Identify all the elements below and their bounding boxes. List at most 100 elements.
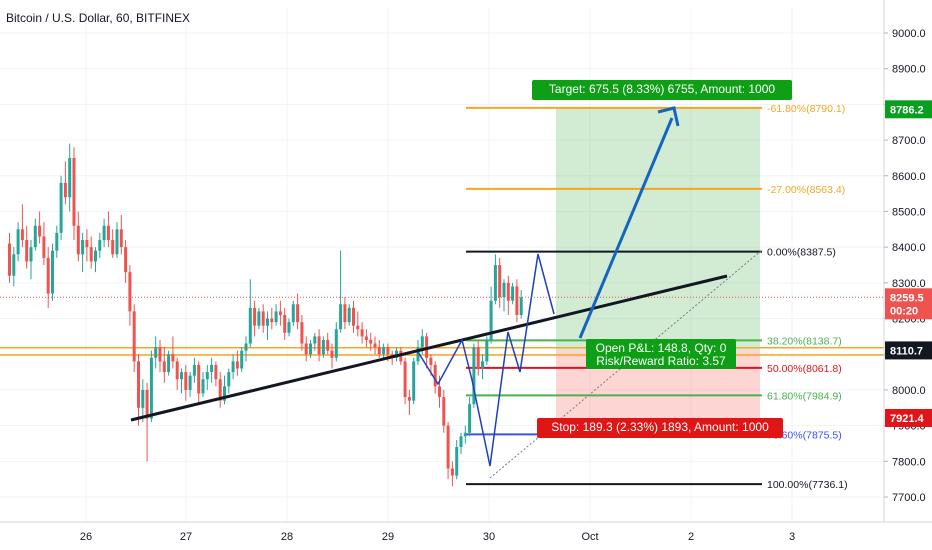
candle-body	[498, 265, 502, 298]
fib-level-label: 61.80%(7984.9)	[767, 390, 842, 402]
candle-body	[12, 254, 16, 276]
candle-body	[493, 265, 497, 301]
chart-title: Bitcoin / U.S. Dollar, 60, BITFINEX	[6, 11, 190, 25]
candle-body	[347, 307, 351, 323]
candle-body	[55, 232, 59, 251]
candle-body	[511, 286, 515, 301]
candle-body	[360, 329, 364, 337]
candle-body	[154, 347, 158, 358]
candle-body	[235, 361, 239, 369]
x-tick-label: 3	[789, 531, 795, 543]
candle-body	[502, 282, 506, 298]
candle-body	[270, 318, 274, 323]
candle-body	[38, 225, 42, 237]
candle-body	[59, 182, 63, 233]
candle-body	[184, 372, 188, 390]
candle-body	[76, 225, 80, 255]
candle-body	[210, 364, 214, 373]
candles	[8, 143, 523, 487]
candle-body	[81, 240, 85, 255]
candle-body	[343, 304, 347, 323]
y-tick-label: 9000.0	[892, 28, 926, 40]
fib-level-label: 100.00%(7736.1)	[767, 479, 848, 491]
y-tick-label: 7800.0	[892, 456, 926, 468]
candle-body	[309, 343, 312, 355]
candle-body	[102, 225, 106, 241]
x-tick-label: 30	[483, 531, 495, 543]
candle-body	[137, 361, 140, 408]
candle-body	[364, 336, 368, 340]
y-tick-label: 8500.0	[892, 206, 926, 218]
candle-body	[240, 350, 244, 369]
candle-body	[455, 447, 459, 476]
y-tick-label: 8300.0	[892, 278, 926, 290]
candle-body	[261, 311, 265, 326]
fib-level-label: -27.00%(8563.4)	[767, 184, 845, 196]
candle-body	[188, 375, 192, 390]
candle-body	[334, 329, 338, 358]
price-tag-label: 8259.5	[890, 292, 924, 304]
time-axis: 26 27 28 29 30 Oct 2 3	[0, 521, 932, 543]
candle-body	[506, 282, 510, 301]
candle-body	[253, 307, 257, 326]
candle-body	[16, 229, 20, 255]
candle-body	[162, 361, 166, 373]
candle-body	[278, 311, 282, 315]
candle-body	[231, 361, 235, 373]
fib-level-label: 78.60%(7875.5)	[767, 429, 842, 441]
target-label-text: Target: 675.5 (8.33%) 6755, Amount: 1000	[549, 82, 775, 96]
candle-body	[446, 425, 450, 469]
candle-body	[463, 432, 467, 437]
y-tick-label: 8900.0	[892, 64, 926, 76]
candle-body	[8, 243, 11, 276]
candle-body	[227, 372, 231, 387]
fib-level-label: 0.00%(8387.5)	[767, 247, 836, 259]
price-tag-bg	[885, 341, 932, 360]
candle-body	[257, 311, 261, 326]
x-tick-label: 27	[180, 531, 192, 543]
candle-body	[175, 361, 179, 380]
candle-body	[167, 354, 171, 373]
candle-body	[29, 247, 33, 262]
candle-body	[485, 339, 489, 362]
price-tag-label: 7921.4	[890, 413, 925, 425]
profit-zone	[556, 107, 760, 351]
candle-body	[519, 297, 523, 315]
drawings	[130, 106, 763, 479]
candle-body	[450, 468, 454, 476]
candle-body	[205, 372, 209, 380]
candle-body	[85, 240, 89, 248]
candle-body	[287, 322, 291, 333]
candle-body	[223, 386, 226, 401]
fib-level-label: 38.20%(8138.7)	[767, 335, 842, 347]
candle-body	[339, 304, 343, 330]
price-tag-bg	[885, 100, 932, 119]
candle-body	[158, 347, 162, 362]
candle-body	[46, 257, 50, 294]
price-tag-label: 8110.7	[890, 345, 923, 357]
candle-body	[124, 247, 128, 273]
candle-body	[115, 229, 119, 255]
x-tick-label: Oct	[581, 531, 598, 543]
candle-body	[63, 182, 67, 198]
target-label-bg	[532, 80, 792, 100]
price-tag-label: 00:20	[890, 305, 918, 317]
candle-body	[369, 339, 373, 344]
candle-body	[459, 436, 463, 448]
candle-body	[296, 304, 300, 323]
candle-body	[197, 364, 201, 394]
candle-body	[416, 347, 420, 362]
price-tags: 8786.2 8259.500:20 8110.7 7921.4	[885, 100, 932, 427]
candle-body	[317, 336, 321, 355]
candle-body	[111, 240, 115, 255]
x-tick-label: 2	[688, 531, 694, 543]
arrow-head	[657, 106, 680, 127]
fib-level-label: -61.80%(8790.1)	[767, 103, 845, 115]
candle-body	[149, 357, 153, 419]
candle-body	[244, 343, 248, 351]
candle-body	[51, 250, 54, 294]
candle-body	[377, 347, 381, 355]
candle-body	[119, 229, 123, 248]
